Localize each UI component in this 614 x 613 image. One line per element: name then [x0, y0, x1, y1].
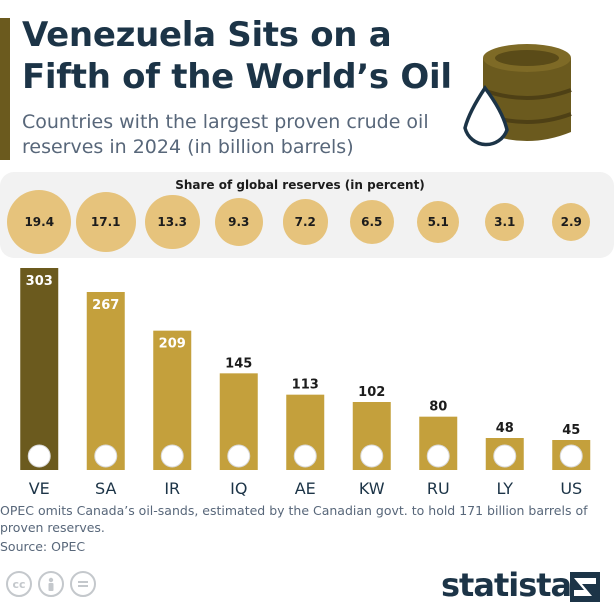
bar-value-label: 209 [159, 337, 186, 352]
bar-ve [20, 268, 59, 470]
share-circle: 5.1 [417, 201, 460, 243]
flag-us-icon [559, 444, 583, 468]
statista-logo-mark-icon [570, 572, 600, 602]
page-title: Venezuela Sits on a Fifth of the World’s… [22, 15, 452, 97]
share-circle: 2.9 [552, 202, 591, 242]
flag-iq-icon [227, 444, 251, 468]
share-panel: Share of global reserves (in percent) 19… [0, 172, 614, 258]
flag-sa-icon [94, 444, 118, 468]
flag-ae-icon [293, 444, 317, 468]
accent-bar [0, 18, 10, 160]
flag-kw-icon [360, 444, 384, 468]
category-label: RU [427, 479, 450, 498]
source-line: Source: OPEC [0, 539, 86, 554]
bar-value-label: 80 [429, 400, 447, 415]
share-circle: 19.4 [7, 190, 72, 254]
footnote: OPEC omits Canada’s oil-sands, estimated… [0, 503, 588, 535]
bar-value-label: 102 [358, 385, 385, 400]
share-circle: 3.1 [485, 202, 525, 242]
flag-ir-icon [160, 444, 184, 468]
share-panel-title: Share of global reserves (in percent) [175, 178, 425, 192]
flag-ly-icon [493, 444, 517, 468]
share-circle: 6.5 [349, 199, 394, 245]
share-circle: 9.3 [214, 197, 263, 247]
page-subtitle: Countries with the largest proven crude … [22, 111, 429, 158]
flag-ru-icon [426, 444, 450, 468]
share-circle: 13.3 [144, 194, 200, 250]
bar-value-label: 145 [225, 356, 252, 371]
bar-value-label: 113 [292, 378, 319, 393]
attribution-icon[interactable] [38, 571, 64, 597]
category-label: SA [95, 479, 116, 498]
bar-value-label: 45 [562, 423, 580, 438]
share-circle: 17.1 [75, 191, 136, 253]
category-label: IR [164, 479, 180, 498]
share-circle: 7.2 [282, 199, 328, 245]
category-label: AE [295, 479, 316, 498]
bar-value-label: 267 [92, 298, 119, 313]
category-label: VE [29, 479, 50, 498]
bar-value-label: 303 [26, 274, 53, 289]
category-label: KW [359, 479, 385, 498]
flag-ve-icon [27, 444, 51, 468]
category-label: US [560, 479, 582, 498]
bar-sa [86, 292, 125, 470]
category-label: LY [496, 479, 513, 498]
cc-icon[interactable]: cc [6, 571, 32, 597]
bar-value-label: 48 [496, 421, 514, 436]
bar-chart: 303 VE 267 SA 209 IR 145 IQ 113 AE 102 KW 80 RU 48 LY 45… [20, 268, 591, 498]
no-derivatives-icon[interactable] [70, 571, 96, 597]
statista-logo[interactable]: statista [441, 566, 572, 604]
oil-barrel-icon [463, 44, 572, 147]
license-icons: cc [6, 571, 96, 597]
category-label: IQ [230, 479, 247, 498]
